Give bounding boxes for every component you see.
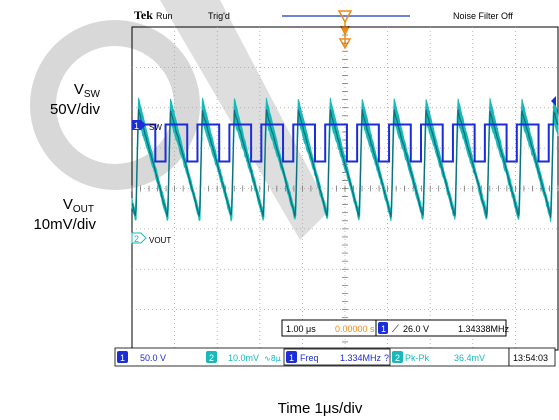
vout-label: VOUT	[20, 196, 94, 219]
trigger-frequency: 1.34338MHz	[458, 324, 510, 334]
timebase-readout: 1.00 μs 0.00000 s	[281, 319, 377, 337]
vsw-label: VSW	[20, 81, 100, 104]
trigger-channel: 1	[381, 324, 386, 334]
bottom-bar: 1 50.0 V 2 10.0mV ∿8μ 1 Freq 1.334MHz ? …	[114, 347, 556, 367]
trigger-position-value: 0.00000 s	[335, 324, 375, 334]
meas1-value: 1.334MHz	[340, 353, 382, 363]
ch2-marker: 2 VOUT	[131, 232, 171, 245]
vsw-scale-label: 50V/div	[49, 101, 100, 118]
vout-label-sub: OUT	[72, 204, 94, 215]
ch2-vout-waveform-core	[131, 109, 559, 219]
ch1-marker-number: 1	[134, 121, 139, 131]
trace-ch2	[131, 97, 559, 222]
ch1-trace-label: SW	[149, 123, 162, 132]
meas2-value: 36.4mV	[454, 353, 485, 363]
ch1-ref-arrow-right	[551, 96, 556, 106]
vout-scale-label: 10mV/div	[33, 216, 96, 233]
ch1-scale: 50.0 V	[140, 353, 166, 363]
vsw-label-sub: SW	[83, 89, 100, 100]
meas2-channel: 2	[395, 353, 400, 363]
grid-ticks	[131, 26, 559, 351]
trace-ch1	[132, 123, 554, 163]
graticule	[131, 26, 559, 351]
ch2-scale-number: 2	[209, 353, 214, 363]
watermark	[30, 0, 330, 240]
ch2-scale: 10.0mV	[228, 353, 259, 363]
ch1-marker: 1 SW	[132, 120, 162, 132]
time-axis-label: Time 1μs/div	[277, 400, 363, 417]
ch1-sw-waveform	[132, 123, 554, 163]
meas1-name: Freq	[300, 353, 319, 363]
run-state: Run	[156, 11, 173, 21]
ch2-bandwidth-note: ∿8μ	[264, 354, 281, 363]
meas2-name: Pk-Pk	[405, 353, 430, 363]
trigger-readout: 1 ⟋ 26.0 V 1.34338MHz	[375, 319, 510, 337]
ch2-trace-label: VOUT	[149, 236, 171, 245]
noise-filter-status: Noise Filter Off	[453, 11, 513, 21]
meas1-channel: 1	[289, 353, 294, 363]
brand-logo: Tek	[134, 8, 153, 22]
ch1-scale-number: 1	[120, 353, 125, 363]
timebase-value: 1.00 μs	[286, 324, 316, 334]
clock: 13:54:03	[513, 353, 548, 363]
rising-edge-icon: ⟋	[392, 324, 399, 335]
vout-label-main: V	[62, 196, 73, 213]
meas1-flag: ?	[384, 353, 389, 363]
vsw-label-main: V	[73, 81, 84, 98]
ch2-vout-waveform	[131, 97, 559, 222]
ch2-marker-number: 2	[134, 234, 139, 244]
trigger-status: Trig'd	[208, 11, 230, 21]
trigger-level: 26.0 V	[403, 324, 429, 334]
